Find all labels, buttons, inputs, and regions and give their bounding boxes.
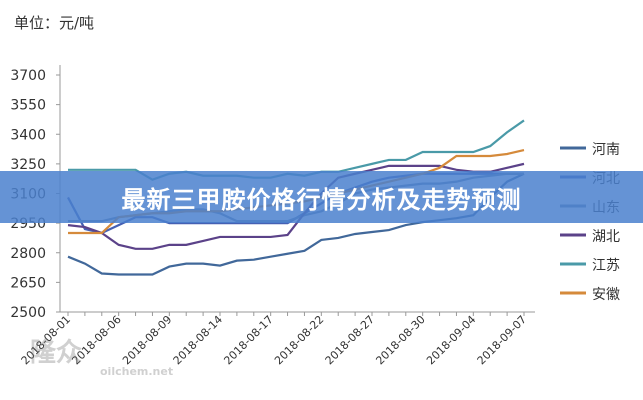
y-tick-label: 3700 — [10, 68, 46, 84]
legend-label: 安徽 — [592, 287, 620, 303]
watermark-logo: 隆众 oilchem.net — [30, 332, 173, 378]
watermark-sub: oilchem.net — [100, 365, 174, 378]
banner-title: 最新三甲胺价格行情分析及走势预测 — [121, 185, 522, 214]
x-tick-label: 2018-08-22 — [272, 313, 326, 367]
x-tick-label: 2018-08-17 — [221, 313, 275, 367]
legend-label: 河南 — [592, 142, 620, 158]
watermark-text: 隆众 — [30, 338, 83, 368]
y-tick-label: 3550 — [10, 98, 46, 114]
y-tick-label: 3250 — [10, 157, 46, 173]
x-tick-label: 2018-09-07 — [475, 313, 529, 367]
legend-label: 湖北 — [592, 229, 620, 245]
y-tick-label: 2650 — [10, 275, 46, 291]
title-banner: 最新三甲胺价格行情分析及走势预测 — [0, 171, 643, 223]
series-line-湖北 — [67, 162, 525, 250]
y-tick-label: 2500 — [10, 305, 46, 321]
unit-label: 单位：元/吨 — [14, 14, 95, 32]
y-tick-label: 3400 — [10, 127, 46, 143]
y-tick-label: 2800 — [10, 246, 46, 262]
x-tick-label: 2018-08-27 — [323, 313, 377, 367]
legend-label: 江苏 — [592, 258, 620, 274]
x-tick-label: 2018-08-30 — [373, 313, 427, 367]
x-tick-label: 2018-08-14 — [171, 313, 225, 367]
x-tick-label: 2018-09-04 — [424, 313, 478, 367]
